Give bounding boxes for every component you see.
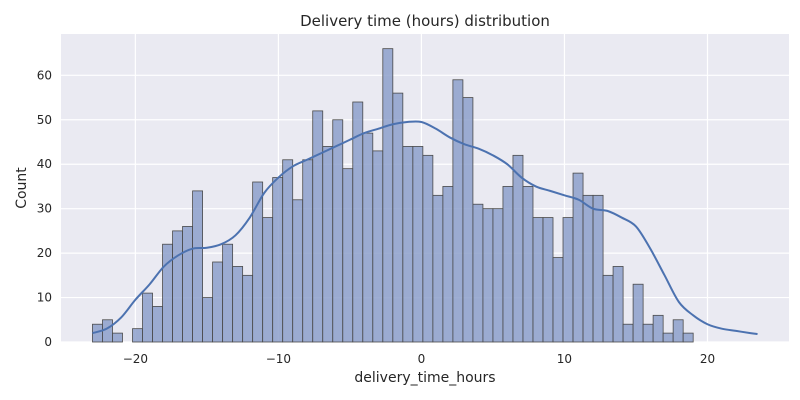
histogram-bar (662, 332, 674, 343)
histogram-bar (142, 292, 153, 343)
histogram-bar (402, 146, 414, 343)
histogram-bar (262, 217, 274, 343)
y-tick-label: 60 (37, 68, 52, 82)
histogram-bar (502, 186, 514, 343)
histogram-bar (532, 217, 544, 343)
x-tick-labels: −20 −10 0 10 20 (123, 352, 715, 366)
y-tick-label: 0 (44, 335, 52, 349)
histogram-bars (92, 48, 694, 343)
histogram-bar (432, 194, 444, 343)
histogram-bar (162, 243, 173, 343)
histogram-bar (492, 208, 504, 343)
histogram-bar (152, 306, 163, 343)
histogram-bar (332, 119, 344, 343)
histogram-bar (112, 332, 123, 343)
x-axis-label: delivery_time_hours (354, 370, 495, 386)
histogram-bar (312, 110, 324, 343)
histogram-bar (302, 159, 314, 343)
histogram-bar (512, 154, 524, 343)
y-tick-label: 10 (37, 291, 52, 305)
histogram-bar (172, 230, 183, 343)
histogram-bar (212, 261, 224, 343)
histogram-bar (372, 150, 384, 343)
x-tick-label: 10 (557, 352, 572, 366)
histogram-bar (612, 266, 624, 343)
histogram-bar (292, 199, 304, 343)
histogram-bar (472, 203, 484, 343)
histogram-bar (222, 243, 234, 343)
histogram-bar (552, 257, 564, 343)
histogram-bar (652, 314, 664, 343)
y-tick-label: 30 (37, 202, 52, 216)
x-tick-label: 20 (700, 352, 715, 366)
histogram-bar (442, 186, 454, 343)
chart-title: Delivery time (hours) distribution (300, 12, 550, 30)
histogram-bar (272, 177, 284, 343)
histogram-bar (232, 266, 244, 343)
histogram-bar (642, 323, 654, 343)
histogram-bar (342, 168, 354, 343)
histogram-bar (622, 323, 634, 343)
y-tick-labels: 0 10 20 30 40 50 60 (37, 68, 52, 349)
grid-lines (61, 34, 789, 343)
x-tick-label: −20 (123, 352, 148, 366)
histogram-bar (362, 132, 374, 343)
histogram-bar (592, 194, 604, 343)
histogram-bar (562, 217, 574, 343)
y-tick-label: 50 (37, 113, 52, 127)
histogram-bar (602, 274, 614, 343)
kde-curve (92, 120, 758, 335)
histogram-bar (542, 217, 554, 343)
y-tick-label: 20 (37, 246, 52, 260)
histogram-bar (192, 190, 203, 343)
histogram-bar (322, 146, 334, 343)
histogram-bar (282, 159, 294, 343)
histogram-bar (682, 332, 694, 343)
histogram-bar (422, 154, 434, 343)
histogram-bar (382, 48, 394, 343)
y-axis-label: Count (14, 167, 30, 209)
histogram-bar (522, 186, 534, 343)
histogram-bar (182, 226, 193, 343)
x-tick-label: −10 (266, 352, 291, 366)
histogram-bar (452, 79, 464, 343)
y-tick-label: 40 (37, 157, 52, 171)
histogram-bar (462, 97, 474, 343)
histogram-bar (672, 319, 684, 343)
histogram-bar (632, 283, 644, 343)
histogram-bar (482, 208, 494, 343)
histogram-bar (412, 146, 424, 343)
x-tick-label: 0 (418, 352, 426, 366)
histogram-bar (202, 297, 214, 343)
histogram-bar (132, 328, 143, 343)
histogram-bar (392, 92, 404, 343)
histogram-bar (242, 274, 254, 343)
histogram-bar (582, 194, 594, 343)
histogram-bar (252, 181, 264, 343)
